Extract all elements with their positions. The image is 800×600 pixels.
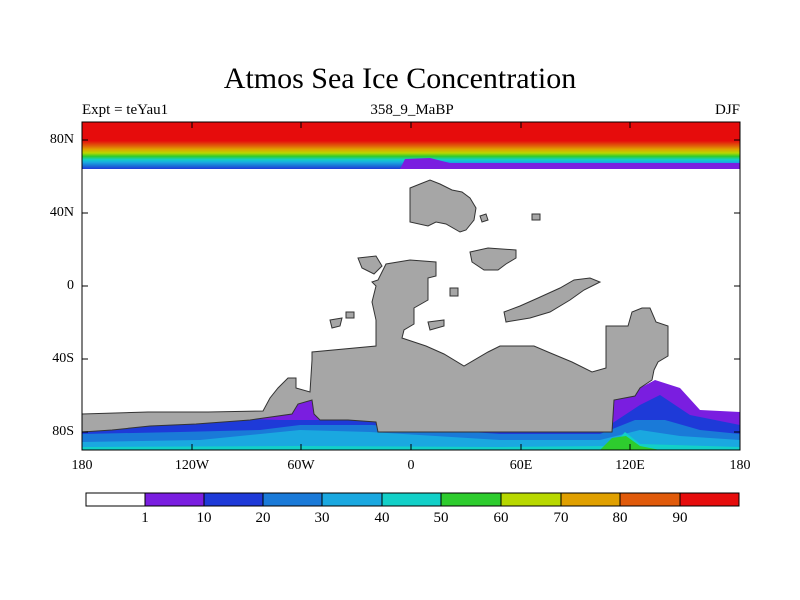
- colorbar-label: 30: [314, 510, 330, 526]
- colorbar-label: 1: [141, 510, 149, 526]
- southern-ice-cyan: [82, 432, 740, 450]
- colorbar-box-8: [560, 492, 621, 507]
- colorbar-label: 50: [433, 510, 449, 526]
- colorbar-box-7: [500, 492, 562, 507]
- colorbar-box-10: [679, 492, 740, 507]
- colorbar-box-3: [262, 492, 323, 507]
- x-tick-label: 180: [71, 458, 93, 473]
- y-tick-label: 80N: [49, 132, 74, 147]
- colorbar-box-4: [321, 492, 383, 507]
- x-tick-label: 180: [729, 458, 751, 473]
- colorbar-box-1: [144, 492, 205, 507]
- x-tick-label: 120E: [615, 458, 645, 473]
- colorbar-label: 20: [255, 510, 271, 526]
- period-label: 358_9_MaBP: [370, 102, 454, 118]
- southern-ice-green: [600, 436, 660, 450]
- x-tick-label: 0: [407, 458, 415, 473]
- colorbar-box-0: [85, 492, 146, 507]
- land-masses: [82, 179, 669, 433]
- x-tick-label: 60E: [509, 458, 533, 473]
- map-title: Atmos Sea Ice Concentration: [223, 62, 577, 95]
- colorbar: [85, 492, 740, 507]
- colorbar-label: 70: [553, 510, 569, 526]
- y-tick-label: 40N: [49, 205, 74, 220]
- tick-marks: [81, 122, 741, 450]
- arctic-ice-edge: [82, 158, 740, 169]
- colorbar-box-2: [203, 492, 264, 507]
- colorbar-box-6: [440, 492, 502, 507]
- y-tick-label: 80S: [52, 424, 74, 439]
- colorbar-label: 40: [374, 510, 390, 526]
- colorbar-label: 60: [493, 510, 509, 526]
- x-tick-label: 60W: [287, 458, 315, 473]
- colorbar-box-9: [619, 492, 681, 507]
- colorbar-label: 90: [672, 510, 688, 526]
- experiment-label: Expt = teYau1: [82, 102, 169, 118]
- season-label: DJF: [714, 102, 740, 118]
- southern-ice-lightblue: [82, 430, 740, 450]
- y-tick-label: 0: [67, 278, 74, 293]
- colorbar-box-5: [381, 492, 442, 507]
- x-tick-label: 120W: [174, 458, 210, 473]
- colorbar-label: 10: [196, 510, 212, 526]
- colorbar-label: 80: [612, 510, 628, 526]
- y-tick-label: 40S: [52, 351, 74, 366]
